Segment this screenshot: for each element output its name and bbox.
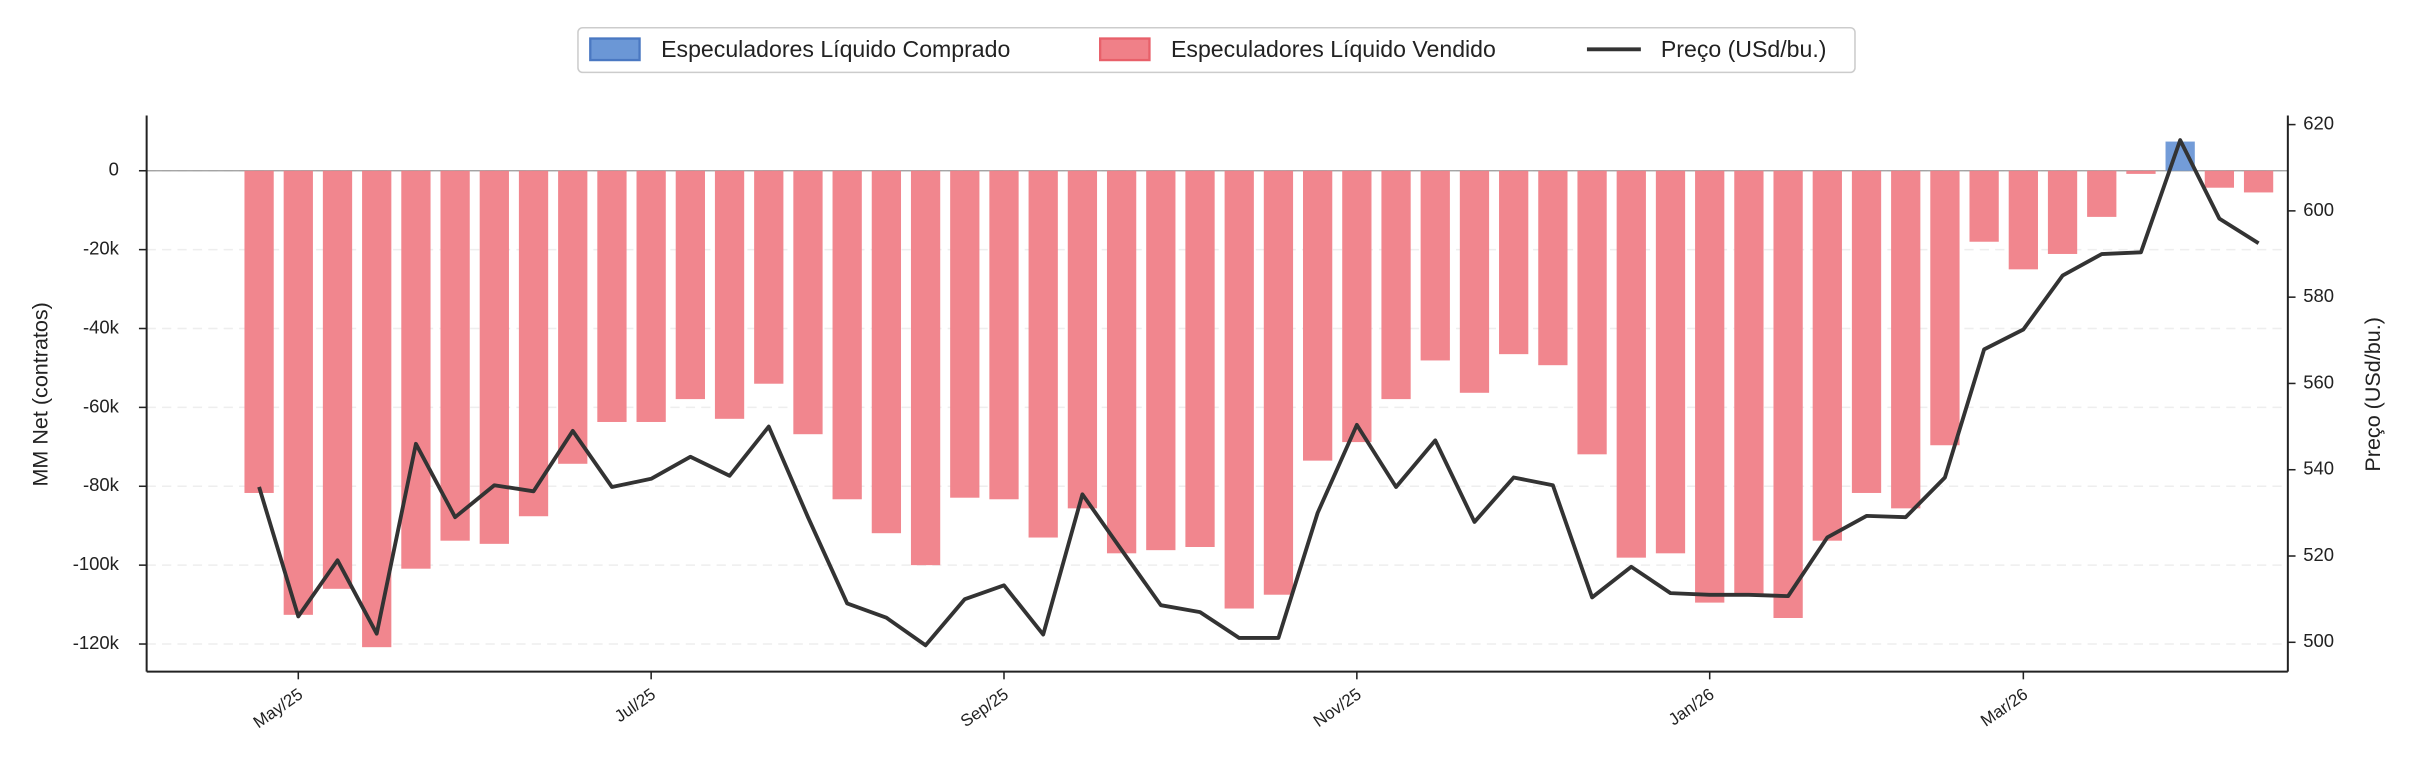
bar (2204, 170, 2235, 188)
bar (793, 170, 823, 435)
y-tick-label: -80k (83, 474, 120, 495)
legend-label: Preço (USd/bu.) (1661, 36, 1827, 62)
bar (950, 170, 980, 498)
bar (1577, 170, 1607, 455)
bar (283, 170, 313, 615)
bar (2047, 170, 2078, 254)
bar (558, 170, 588, 464)
bar (1224, 170, 1254, 609)
legend-label: Especuladores Líquido Vendido (1171, 36, 1496, 62)
bar (2008, 170, 2038, 270)
bar (2087, 170, 2117, 217)
bar (362, 170, 392, 648)
bar (871, 170, 902, 534)
bar (1499, 170, 1529, 355)
price-line (257, 138, 2260, 648)
bar (1851, 170, 1882, 493)
y2-tick-label: 540 (2303, 458, 2334, 479)
bar (754, 170, 784, 384)
y2-tick-label: 520 (2303, 544, 2334, 565)
x-tick-label: May/25 (250, 685, 306, 732)
legend: Especuladores Líquido Comprado Especulado… (589, 36, 1827, 62)
y-tick-label: -60k (83, 395, 120, 416)
legend-box (577, 26, 1856, 74)
bar (518, 170, 549, 517)
y2-tick-label: 560 (2303, 371, 2334, 392)
bar (1616, 170, 1646, 558)
bar (910, 170, 941, 566)
bar (1106, 170, 1137, 554)
y-tick-label: -120k (73, 632, 120, 653)
bar (1930, 170, 1960, 446)
bar (479, 170, 509, 544)
bar (1303, 170, 1333, 461)
bar (1342, 170, 1372, 443)
bar (401, 170, 431, 569)
bar (1891, 170, 1921, 509)
bar (440, 170, 470, 541)
bar (322, 170, 353, 589)
bar (989, 170, 1019, 500)
y-tick-label: -20k (83, 238, 120, 259)
bar (1028, 170, 1058, 538)
bar (1459, 170, 1490, 393)
x-tick-label: Mar/26 (1977, 685, 2031, 731)
bar (2243, 170, 2274, 193)
x-tick-label: Nov/25 (1310, 685, 1365, 731)
bar (1146, 170, 1176, 551)
y2-axis-label: Preço (USd/bu.) (2360, 317, 2385, 471)
y-tick-label: -40k (83, 316, 120, 337)
bar (1067, 170, 1098, 509)
bar (1263, 170, 1294, 595)
legend-swatch (1099, 37, 1151, 62)
y2-tick-label: 620 (2303, 112, 2334, 133)
bar (1420, 170, 1450, 361)
legend-label: Especuladores Líquido Comprado (661, 36, 1010, 62)
x-tick-label: Jan/26 (1665, 685, 1718, 730)
bar (2126, 170, 2156, 174)
bar (1185, 170, 1215, 548)
bar (1773, 170, 1803, 618)
bar (1695, 170, 1725, 603)
bar (1734, 170, 1764, 595)
y-tick-label: 0 (109, 159, 119, 180)
y2-tick-label: 600 (2303, 199, 2334, 220)
x-tick-label: Jul/25 (611, 685, 659, 726)
y2-tick-label: 500 (2303, 630, 2334, 651)
y-tick-label: -100k (73, 553, 120, 574)
bar (597, 170, 627, 422)
bar (1812, 170, 1842, 541)
bar (1538, 170, 1568, 366)
bar (1969, 170, 1999, 242)
bar (244, 170, 274, 493)
x-tick-label: Sep/25 (957, 685, 1012, 731)
bar (636, 170, 666, 422)
y2-tick-label: 580 (2303, 285, 2334, 306)
legend-swatch (589, 37, 641, 62)
bar (675, 170, 705, 400)
bar (832, 170, 862, 500)
bar (714, 170, 745, 419)
bar (1655, 170, 1686, 554)
y-axis-label: MM Net (contratos) (28, 302, 53, 486)
bar (1381, 170, 1411, 400)
